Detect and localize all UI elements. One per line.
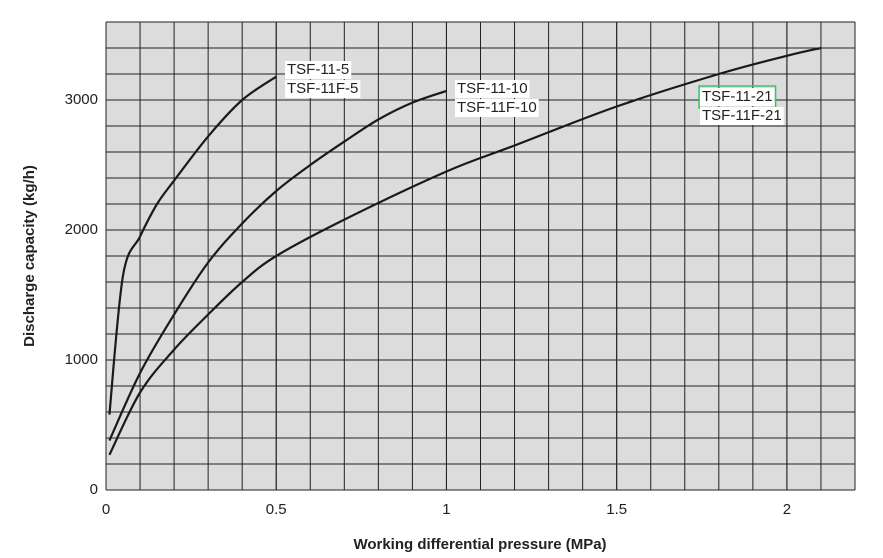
y-tick-label: 2000 <box>65 221 98 238</box>
curve-label: TSF-11-21 <box>702 88 773 105</box>
x-tick-label: 0 <box>102 501 110 518</box>
label-background <box>455 99 539 117</box>
y-tick-label: 0 <box>90 481 98 498</box>
curve-label: TSF-11F-10 <box>457 99 537 116</box>
label-background <box>455 80 530 98</box>
y-tick-label: 1000 <box>65 351 98 368</box>
y-tick-label: 3000 <box>65 91 98 108</box>
label-background <box>700 88 775 106</box>
curve-label: TSF-11-10 <box>457 80 528 97</box>
curve-label: TSF-11-5 <box>287 61 349 78</box>
curve-label: TSF-11F-5 <box>287 80 358 97</box>
x-tick-label: 1 <box>442 501 450 518</box>
curve <box>108 89 447 442</box>
label-background <box>285 80 361 98</box>
x-tick-label: 0.5 <box>266 501 287 518</box>
x-axis-label: Working differential pressure (MPa) <box>353 536 606 553</box>
label-background <box>285 61 352 79</box>
curve-label: TSF-11F-21 <box>702 107 782 124</box>
curve <box>108 75 277 415</box>
x-tick-label: 2 <box>783 501 791 518</box>
curve <box>108 46 822 456</box>
y-axis-label: Discharge capacity (kg/h) <box>21 165 38 347</box>
x-tick-label: 1.5 <box>606 501 627 518</box>
label-background <box>700 107 784 125</box>
